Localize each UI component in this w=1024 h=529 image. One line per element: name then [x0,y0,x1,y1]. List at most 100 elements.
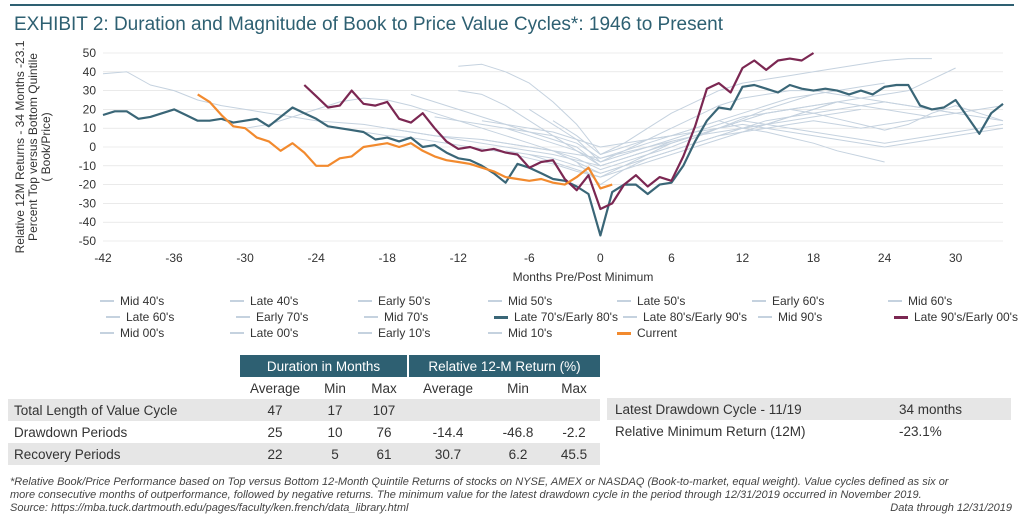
x-tick-label: -18 [379,251,397,265]
legend-label: Late 50's [637,294,686,308]
legend-swatch [106,316,120,318]
source-line: Source: https://mba.tuck.dartmouth.edu/p… [10,502,409,514]
legend-item: Mid 70's [364,310,428,324]
x-tick-label: 12 [736,251,750,265]
legend-label: Mid 90's [778,310,823,324]
legend-swatch [894,315,908,319]
legend-swatch [236,316,250,318]
legend-label: Late 70's/Early 80's [514,310,618,324]
latest-cycle-table: Latest Drawdown Cycle - 11/19 34 months … [607,398,1011,442]
series-line-mid-40-s [102,71,672,167]
legend-swatch [488,300,502,302]
legend-label: Mid 40's [120,294,165,308]
legend-label: Mid 60's [908,294,953,308]
y-tick-label: -10 [79,159,97,173]
legend-swatch [358,332,372,334]
legend-item: Late 60's [106,310,174,324]
legend-label: Early 10's [378,326,431,340]
legend-swatch [230,332,244,334]
cell: 6.2 [508,446,528,462]
y-tick-label: 40 [83,65,97,79]
legend-label: Mid 00's [120,326,165,340]
y-axis-label: Relative 12M Returns - 34 Months -23.1 [13,40,27,253]
row-label: Latest Drawdown Cycle - 11/19 [615,401,802,417]
legend-item: Current [617,326,677,340]
legend-item: Mid 90's [758,310,822,324]
cell: 5 [331,446,339,462]
y-axis-label: ( Book/Price) [39,112,53,181]
legend-item: Mid 10's [488,326,552,340]
cell: 34 months [899,401,963,417]
col-header: Max [371,380,397,396]
series-line-mid-10-s [481,120,1004,148]
cell [408,399,488,421]
footnote: *Relative Book/Price Performance based o… [10,476,1020,515]
series-line-late-60-s [529,90,956,163]
line-chart: -50 -40 -30 -20 -10 0 10 20 30 40 50 -42 -36 -30 -24 -1… [13,40,1004,284]
legend-label: Mid 70's [384,310,429,324]
cell [488,399,548,421]
series-line-mid-60-s [434,105,1004,163]
col-header: Max [561,380,587,396]
cell: 17 [327,402,343,418]
table-row: Total Length of Value Cycle 47 17 107 [8,399,600,421]
footnote-line: *Relative Book/Price Performance based o… [10,476,949,488]
legend-swatch [888,300,902,302]
col-header: Min [507,380,529,396]
series-line-early-50-s [458,58,932,155]
legend-label: Late 40's [250,294,299,308]
row-label: Total Length of Value Cycle [14,402,178,418]
x-axis-label: Months Pre/Post Minimum [513,270,654,284]
series-line-mid-00-s [387,108,861,159]
legend-item: Late 00's [230,326,298,340]
data-through: Data through 12/31/2019 [890,502,1012,514]
legend-item: Late 70's/Early 80's [494,310,618,324]
row-label: Recovery Periods [14,446,121,462]
cell: 61 [376,446,392,462]
cell [548,399,600,421]
table-row: Latest Drawdown Cycle - 11/19 34 months [607,398,1011,420]
footnote-line: more consecutive months of outperformanc… [10,489,922,501]
col-header: Average [422,380,474,396]
exhibit-title: EXHIBIT 2: Duration and Magnitude of Boo… [14,14,724,35]
legend-label: Late 00's [250,326,299,340]
x-tick-label: 30 [949,251,963,265]
legend-swatch [100,332,114,334]
legend-swatch [617,331,631,335]
legend-item: Early 10's [358,326,430,340]
x-tick-label: -42 [94,251,112,265]
x-tick-label: -36 [165,251,183,265]
cell: -14.4 [432,424,464,440]
x-tick-label: 6 [668,251,675,265]
table-row: Drawdown Periods 25 10 76 -14.4 -46.8 -2… [8,421,600,443]
legend-label: Early 60's [772,294,825,308]
legend-item: Mid 00's [100,326,164,340]
chart-legend: Mid 40's Late 40's Early 50's Mid 50's Late … [100,294,1018,348]
series-line-current [197,93,613,190]
legend-item: Early 60's [752,294,824,308]
cell: -46.8 [502,424,534,440]
legend-label: Late 80's/Early 90's [643,310,747,324]
duration-header: Duration in Months [240,355,408,377]
table-row: Recovery Periods 22 5 61 30.7 6.2 45.5 [8,443,600,465]
return-header: Relative 12-M Return (%) [407,355,600,377]
legend-swatch [100,300,114,302]
x-tick-label: 18 [807,251,821,265]
y-tick-label: 30 [83,84,97,98]
legend-item: Early 50's [358,294,430,308]
legend-label: Mid 10's [508,326,553,340]
col-header: Min [324,380,346,396]
series-line-late-00-s [458,90,838,167]
cell: 22 [267,446,283,462]
cell: 76 [376,424,392,440]
y-tick-label: 10 [83,121,97,135]
y-tick-label: -30 [79,196,97,210]
y-axis-label: Percent Top versus Bottom Quintile [26,53,40,241]
x-tick-label: -24 [307,251,325,265]
cycle-stats-table: Duration in Months Relative 12-M Return … [8,355,600,465]
legend-swatch [488,332,502,334]
x-tick-label: 0 [597,251,604,265]
cell: -23.1% [899,423,942,439]
legend-swatch [494,315,508,319]
legend-item: Late 90's/Early 00's [894,310,1018,324]
